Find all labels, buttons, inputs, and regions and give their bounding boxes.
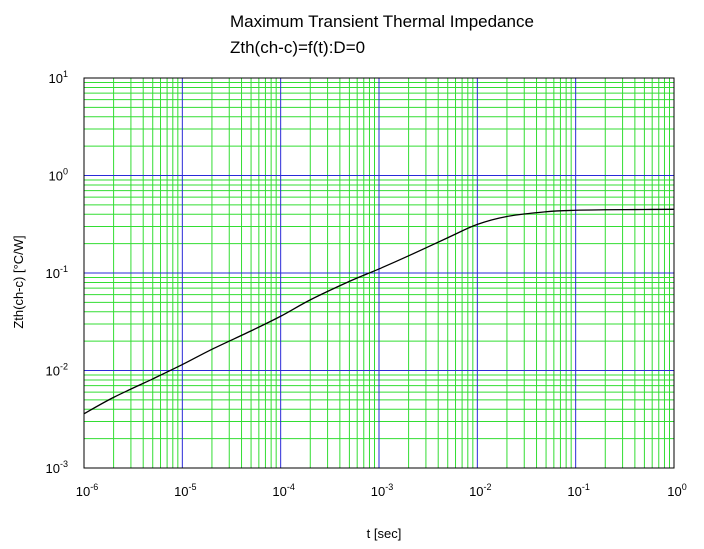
- y-tick-label: 10-2: [46, 362, 68, 379]
- y-axis-label: Zth(ch-c) [°C/W]: [11, 235, 26, 328]
- x-tick-label: 10-6: [76, 482, 98, 499]
- y-tick-label: 10-3: [46, 459, 68, 476]
- x-tick-label: 10-3: [371, 482, 393, 499]
- y-tick-label: 100: [49, 167, 68, 184]
- x-tick-label: 10-1: [567, 482, 589, 499]
- x-axis-label: t [sec]: [367, 526, 402, 541]
- x-tick-labels: 10-6 10-5 10-4 10-3 10-2 10-1 100: [76, 482, 687, 499]
- zth-curve: [83, 208, 675, 415]
- x-tick-label: 10-5: [174, 482, 196, 499]
- chart-title-line-2: Zth(ch-c)=f(t):D=0: [230, 38, 365, 57]
- y-tick-labels: 10-3 10-2 10-1 100 101: [46, 69, 68, 476]
- y-tick-label: 101: [49, 69, 68, 86]
- chart-title-line-1: Maximum Transient Thermal Impedance: [230, 12, 534, 31]
- x-tick-label: 10-2: [469, 482, 491, 499]
- y-tick-label: 10-1: [46, 264, 68, 281]
- x-tick-label: 100: [667, 482, 686, 499]
- plot-frame: [83, 77, 675, 469]
- x-tick-label: 10-4: [272, 482, 294, 499]
